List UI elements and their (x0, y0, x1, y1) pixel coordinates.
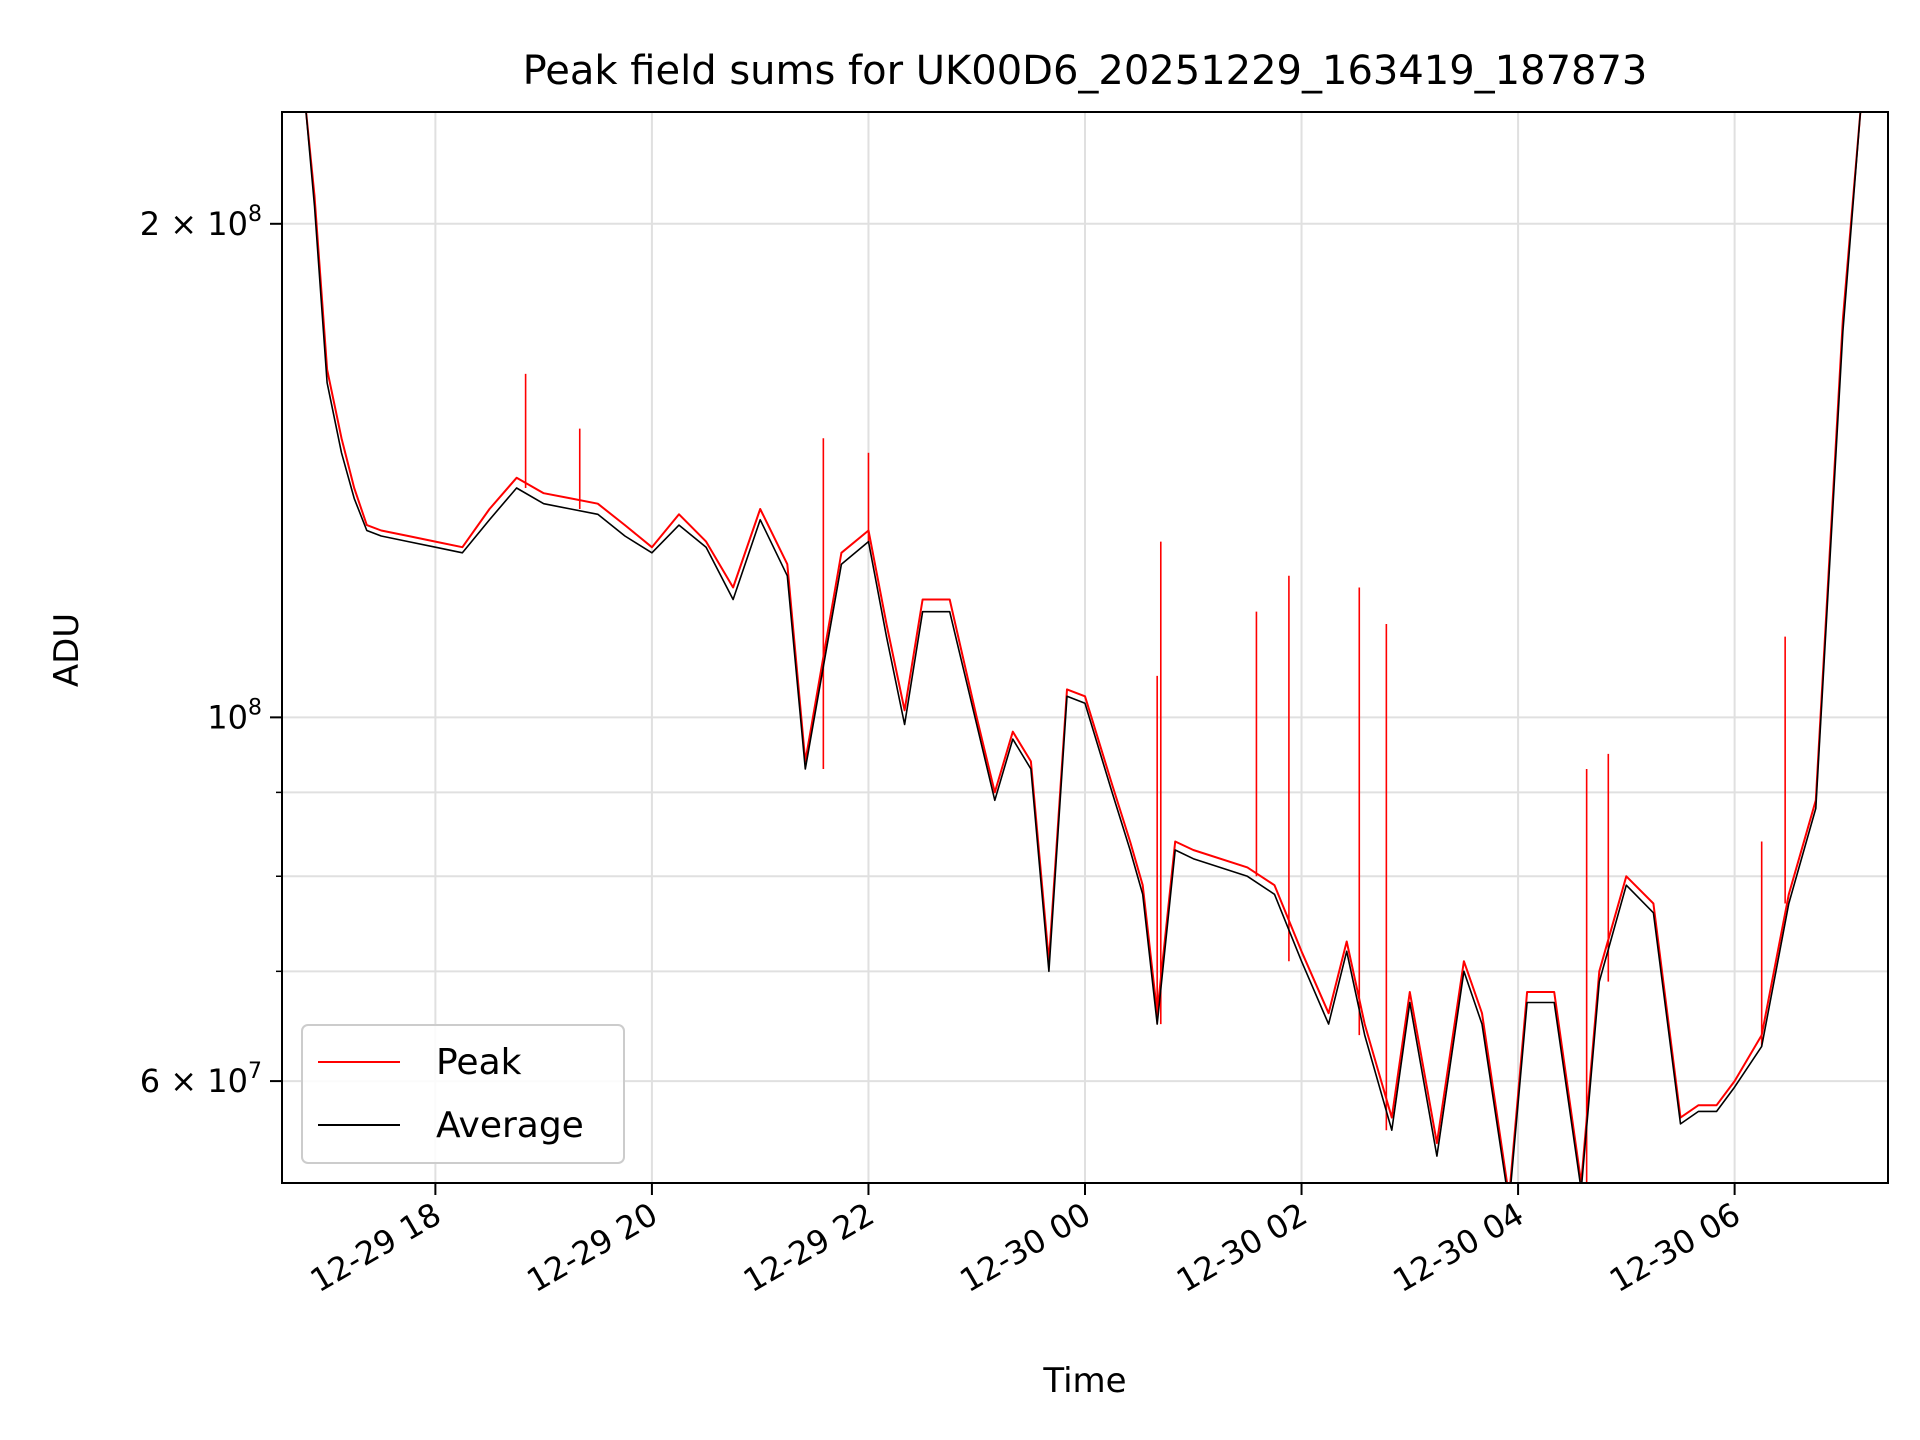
y-tick-label: 2 × 108 (140, 202, 262, 243)
y-tick-label: 6 × 107 (140, 1059, 262, 1100)
x-tick-label: 12-30 00 (953, 1195, 1097, 1300)
y-axis-title: ADU (47, 613, 87, 687)
legend-box (301, 1024, 625, 1164)
chart-title: Peak field sums for UK00D6_20251229_1634… (523, 48, 1648, 94)
plot-frame (281, 111, 1889, 1184)
legend-label-peak: Peak (436, 1042, 522, 1083)
x-tick-label: 12-29 18 (304, 1195, 448, 1300)
plot-layer (305, 112, 1862, 1183)
plot-clip-group (305, 112, 1862, 1183)
series-line-average (305, 112, 1862, 1183)
x-tick-label: 12-30 02 (1170, 1195, 1314, 1300)
legend: Peak Average (301, 1024, 625, 1164)
x-axis-title: Time (1042, 1361, 1126, 1401)
x-tick-label: 12-30 04 (1386, 1195, 1530, 1300)
legend-label-average: Average (436, 1105, 584, 1146)
y-tick-label: 108 (207, 695, 262, 736)
x-tick-label: 12-29 22 (737, 1195, 881, 1300)
x-tick-label: 12-29 20 (520, 1195, 664, 1300)
grid-layer (282, 112, 1888, 1183)
x-tick-label: 12-30 06 (1603, 1195, 1747, 1300)
